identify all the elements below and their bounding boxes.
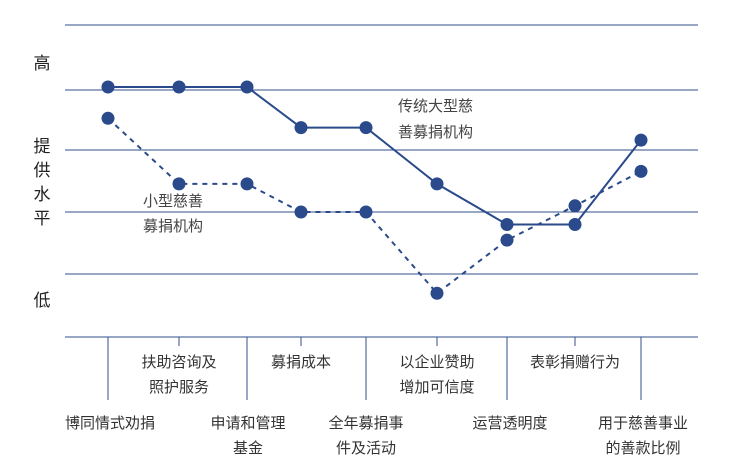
series-small (101, 111, 648, 300)
series-layer (101, 80, 648, 300)
category-label-line: 的善款比例 (605, 439, 680, 457)
data-point (240, 80, 254, 94)
category-label-line: 运营透明度 (472, 414, 547, 432)
data-point (430, 177, 444, 191)
category-label: 申请和管理基金 (210, 414, 285, 457)
data-point (568, 199, 582, 213)
y-label-provision-4: 平 (34, 209, 51, 229)
category-label: 扶助咨询及照护服务 (141, 353, 216, 396)
category-label-line: 表彰捐赠行为 (530, 353, 620, 371)
data-point (294, 121, 308, 135)
data-point (359, 205, 373, 219)
data-point (101, 80, 115, 94)
y-axis-labels: 高 提 供 水 平 低 (34, 54, 51, 311)
category-label-line: 全年募捐事 (328, 414, 403, 432)
category-separators (107, 337, 642, 400)
data-point (172, 177, 186, 191)
category-label-line: 件及活动 (336, 439, 396, 457)
data-point (500, 233, 514, 247)
category-label-line: 以企业赞助 (399, 353, 474, 371)
series-annotation-small-line-2: 募捐机构 (143, 217, 203, 235)
category-label-line: 扶助咨询及 (141, 353, 216, 371)
category-label: 全年募捐事件及活动 (328, 414, 403, 457)
series-annotations: 传统大型慈 善募捐机构 小型慈善 募捐机构 (143, 97, 473, 235)
category-label-line: 增加可信度 (399, 378, 474, 396)
category-label: 博同情式劝捐 (65, 414, 155, 432)
data-point (101, 111, 115, 125)
series-large (101, 80, 648, 231)
category-label: 募捐成本 (271, 353, 331, 371)
data-point (172, 80, 186, 94)
category-label-line: 博同情式劝捐 (65, 414, 155, 432)
category-label-line: 申请和管理 (210, 414, 285, 432)
data-point (294, 205, 308, 219)
y-label-low: 低 (34, 291, 51, 311)
data-point (500, 218, 514, 231)
data-point (240, 177, 254, 191)
y-label-provision-1: 提 (34, 137, 51, 157)
data-point (634, 164, 648, 178)
category-label: 用于慈善事业的善款比例 (598, 414, 688, 457)
data-point (568, 218, 582, 231)
category-label: 表彰捐赠行为 (530, 353, 620, 371)
category-label-line: 照护服务 (149, 378, 209, 396)
grid-lines (65, 24, 698, 338)
category-label-line: 用于慈善事业 (598, 414, 688, 432)
series-annotation-small-line-1: 小型慈善 (143, 192, 203, 210)
category-label: 以企业赞助增加可信度 (399, 353, 474, 396)
data-point (359, 121, 373, 135)
data-point (430, 286, 444, 300)
series-annotation-large-line-2: 善募捐机构 (398, 123, 473, 141)
series-annotation-large-line-1: 传统大型慈 (398, 97, 473, 115)
y-label-provision-3: 水 (34, 185, 51, 205)
category-label-line: 基金 (233, 439, 263, 457)
category-label: 运营透明度 (472, 414, 547, 432)
category-label-line: 募捐成本 (271, 353, 331, 371)
y-label-provision-2: 供 (34, 161, 51, 181)
data-point (634, 133, 648, 147)
y-label-high: 高 (34, 54, 51, 74)
